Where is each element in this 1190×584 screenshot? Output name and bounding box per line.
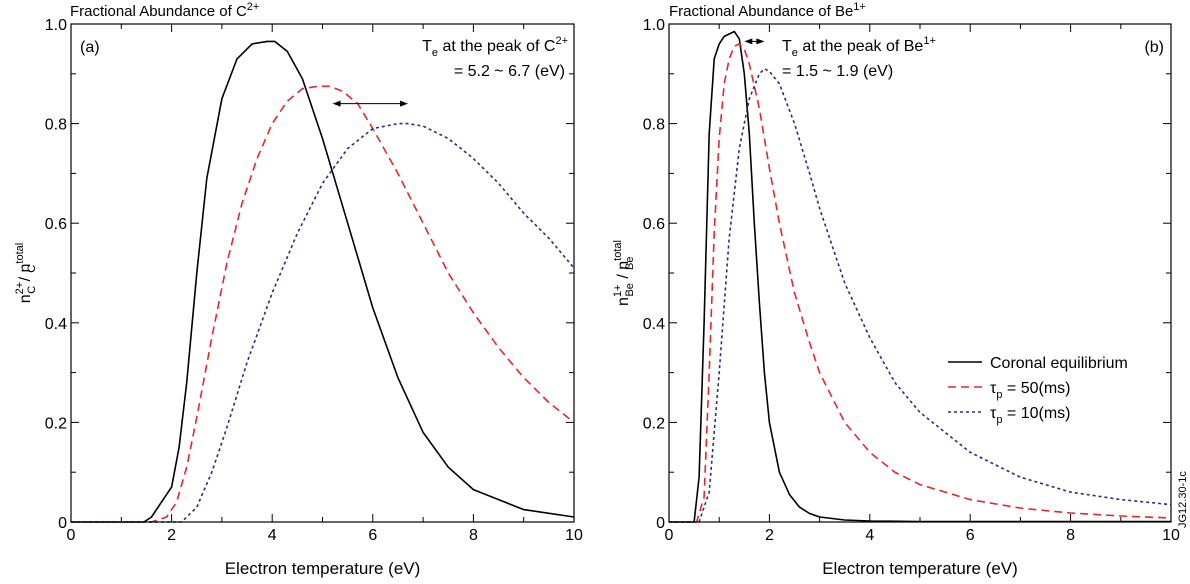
- y-tick-label: 0: [656, 515, 665, 532]
- series-line-1: [669, 43, 1172, 523]
- legend-label-1: τp = 50(ms): [990, 380, 1070, 401]
- y-tick-label: 0.4: [643, 316, 665, 333]
- y-axis-label: n1+Be / ntotalBe: [612, 240, 636, 306]
- x-tick-label: 6: [966, 527, 975, 544]
- panel-label: (a): [80, 39, 100, 56]
- plot-frame: [70, 23, 575, 523]
- y-tick-label: 1.0: [643, 17, 665, 34]
- peak-annotation-line1: Te at the peak of Be1+: [782, 35, 936, 59]
- x-tick-label: 4: [865, 527, 874, 544]
- plot-frame: [668, 23, 1172, 523]
- peak-annotation-line2: = 1.5 ~ 1.9 (eV): [782, 63, 893, 80]
- chart-title: Fractional Abundance of C2+: [70, 1, 259, 20]
- x-tick-label: 8: [469, 527, 478, 544]
- y-tick-label: 0.2: [643, 415, 665, 432]
- x-axis-label: Electron temperature (eV): [822, 559, 1018, 578]
- y-tick-label: 0.8: [45, 117, 67, 134]
- chart-title: Fractional Abundance of Be1+: [669, 1, 866, 20]
- x-tick-label: 4: [268, 527, 277, 544]
- x-tick-label: 0: [67, 527, 76, 544]
- range-arrow-left-head: [332, 100, 341, 107]
- series-line-1: [71, 85, 575, 523]
- y-tick-label: 0.8: [643, 117, 665, 134]
- x-tick-label: 2: [765, 527, 774, 544]
- y-tick-label: 0.6: [643, 216, 665, 233]
- x-tick-label: 2: [167, 527, 176, 544]
- series-line-2: [669, 68, 1172, 523]
- x-tick-label: 10: [565, 527, 583, 544]
- series-line-2: [71, 122, 575, 523]
- series-line-0: [669, 30, 1171, 523]
- range-arrow-left-head: [744, 38, 753, 45]
- peak-annotation-line2: = 5.2 ~ 6.7 (eV): [454, 63, 565, 80]
- panel-label: (b): [1144, 39, 1164, 56]
- legend-label-0: Coronal equilibrium: [990, 355, 1128, 372]
- range-arrow-right-head: [756, 38, 765, 45]
- y-tick-label: 0.4: [45, 316, 67, 333]
- y-tick-label: 1.0: [45, 17, 67, 34]
- x-tick-label: 6: [368, 527, 377, 544]
- figure-id-watermark: JG12.30-1c: [1177, 471, 1189, 528]
- series-line-0: [71, 40, 575, 523]
- peak-annotation-line1: Te at the peak of C2+: [422, 35, 568, 59]
- legend-label-2: τp = 10(ms): [990, 405, 1070, 426]
- x-axis-label: Electron temperature (eV): [225, 559, 421, 578]
- y-tick-label: 0: [58, 515, 67, 532]
- x-tick-label: 8: [1066, 527, 1075, 544]
- y-tick-label: 0.2: [45, 415, 67, 432]
- y-tick-label: 0.6: [45, 216, 67, 233]
- range-arrow-right-head: [400, 100, 409, 107]
- x-tick-label: 10: [1162, 527, 1180, 544]
- x-tick-label: 0: [665, 527, 674, 544]
- y-axis-label: n2+C / ntotalC: [14, 243, 38, 303]
